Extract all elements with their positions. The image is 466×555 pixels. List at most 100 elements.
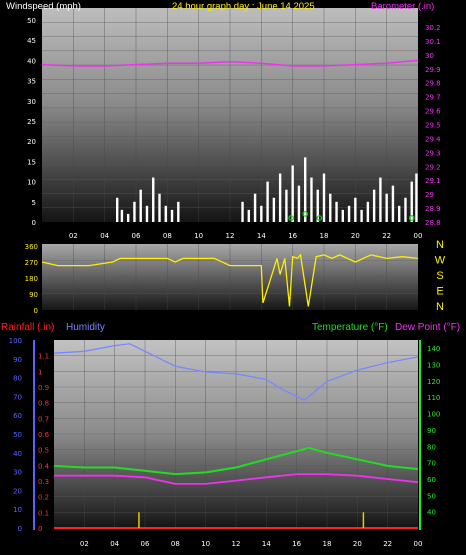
- wind-bar: [241, 201, 244, 222]
- wind-bar: [170, 209, 174, 222]
- barometer-tick-label: 28.8: [425, 219, 441, 227]
- wind-bar: [372, 189, 376, 222]
- wind-bar: [366, 201, 370, 222]
- wind-bar: [354, 197, 357, 222]
- rainfall-tick-label: 0.8: [38, 400, 49, 408]
- gust-marker: [302, 211, 309, 217]
- temperature-tick-label: 100: [427, 411, 440, 419]
- hour-tick-label: 14: [257, 232, 266, 240]
- wind-axis-label: Windspeed (mph): [6, 1, 81, 12]
- hour-tick-label: 02: [80, 540, 89, 548]
- wind-bar: [385, 193, 388, 222]
- hour-axis-panel1: 02 04 06 08 10 12 14 16 18 20 22 00: [69, 232, 423, 240]
- wind-speed-bars: [116, 157, 418, 222]
- temperature-tick-label: 80: [427, 443, 436, 451]
- wind-bar: [285, 189, 288, 222]
- wind-bar: [297, 185, 301, 222]
- wind-tick-label: 35: [27, 78, 36, 86]
- wind-bar: [410, 181, 413, 222]
- wind-tick-label: 30: [27, 98, 36, 106]
- rainfall-axis-ticks: 0 0.1 0.2 0.3 0.4 0.5 0.6 0.7 0.8 0.9 1 1.1: [38, 353, 50, 533]
- humidity-tick-label: 80: [13, 375, 22, 383]
- humidity-tick-label: 20: [13, 487, 22, 495]
- temperature-tick-label: 110: [427, 394, 440, 402]
- compass-letter: N: [436, 301, 444, 313]
- humidity-tick-label: 100: [9, 337, 22, 345]
- hour-tick-label: 12: [226, 232, 235, 240]
- humidity-tick-label: 70: [13, 393, 22, 401]
- humidity-tick-label: 40: [13, 450, 22, 458]
- compass-letter: N: [436, 239, 444, 251]
- humidity-axis-label: Humidity: [66, 322, 105, 333]
- wind-bar: [391, 185, 395, 222]
- rain-markers: [138, 512, 365, 528]
- barometer-tick-label: 29.8: [425, 80, 441, 88]
- direction-tick-label: 360: [25, 243, 38, 251]
- rainfall-axis-label: Rainfall (.in): [1, 322, 54, 333]
- temperature-tick-label: 40: [427, 509, 436, 517]
- wind-bar: [316, 189, 319, 222]
- hour-tick-label: 08: [163, 232, 172, 240]
- hour-tick-label: 06: [132, 232, 141, 240]
- rainfall-tick-label: 0: [38, 525, 42, 533]
- hour-tick-label: 02: [69, 232, 78, 240]
- hour-axis-panel3: 02 04 06 08 10 12 14 16 18 20 22 00: [80, 540, 423, 548]
- wind-tick-label: 5: [32, 199, 36, 207]
- hour-tick-label: 22: [382, 232, 391, 240]
- wind-bar: [116, 197, 119, 222]
- rainfall-tick-label: 0.1: [38, 509, 49, 517]
- temperature-axis-label: Temperature (°F): [312, 322, 388, 333]
- hour-tick-label: 08: [171, 540, 180, 548]
- compass-letter: W: [435, 255, 446, 267]
- humidity-line: [53, 343, 419, 401]
- wind-panel-grid: [42, 8, 418, 222]
- humidity-tick-label: 10: [13, 506, 22, 514]
- wind-bar: [247, 209, 250, 222]
- hour-tick-label: 00: [414, 540, 423, 548]
- temperature-tick-label: 120: [427, 378, 440, 386]
- hour-tick-label: 16: [288, 232, 297, 240]
- temperature-tick-label: 70: [427, 460, 436, 468]
- wind-bar: [177, 201, 180, 222]
- hour-tick-label: 00: [414, 232, 423, 240]
- humidity-tick-label: 50: [13, 431, 22, 439]
- wind-bar: [310, 177, 313, 222]
- dewpoint-axis-label: Dew Point (°F): [395, 322, 460, 333]
- barometer-tick-label: 30: [425, 52, 434, 60]
- hour-tick-label: 14: [262, 540, 271, 548]
- temperature-line: [53, 446, 419, 476]
- wind-bar: [266, 181, 269, 222]
- rainfall-tick-label: 1.1: [38, 353, 49, 361]
- wind-bar: [335, 201, 338, 222]
- direction-tick-label: 0: [34, 307, 38, 315]
- wind-bar: [158, 193, 161, 222]
- rainfall-tick-label: 0.6: [38, 431, 50, 439]
- wind-bar: [379, 177, 382, 222]
- barometer-tick-label: 28.9: [425, 205, 441, 213]
- wind-tick-label: 0: [32, 219, 36, 227]
- rainfall-tick-label: 0.2: [38, 494, 49, 502]
- hour-tick-label: 18: [323, 540, 332, 548]
- barometer-tick-label: 29.2: [425, 163, 441, 171]
- wind-bar: [253, 193, 257, 222]
- wind-bar: [133, 201, 136, 222]
- wind-tick-label: 20: [27, 138, 36, 146]
- wind-tick-label: 15: [27, 158, 36, 166]
- humidity-axis-ticks: 0 10 20 30 40 50 60 70 80 90 100: [9, 337, 22, 533]
- rainfall-tick-label: 1: [38, 368, 42, 376]
- barometer-tick-label: 30.2: [425, 24, 441, 32]
- wind-bar: [304, 157, 307, 222]
- direction-tick-label: 180: [25, 275, 38, 283]
- gust-marker: [288, 215, 294, 221]
- dewpoint-line: [54, 473, 419, 485]
- barometer-tick-label: 29.4: [425, 135, 441, 143]
- hour-tick-label: 10: [194, 232, 203, 240]
- wind-bar: [404, 197, 407, 222]
- wind-bar: [360, 209, 363, 222]
- barometer-axis-label: Barometer (.in): [371, 1, 434, 12]
- wind-bar: [415, 173, 418, 222]
- temperature-tick-label: 50: [427, 492, 436, 500]
- wind-bar: [126, 213, 130, 222]
- hour-tick-label: 04: [100, 232, 109, 240]
- barometer-tick-label: 30.1: [425, 38, 441, 46]
